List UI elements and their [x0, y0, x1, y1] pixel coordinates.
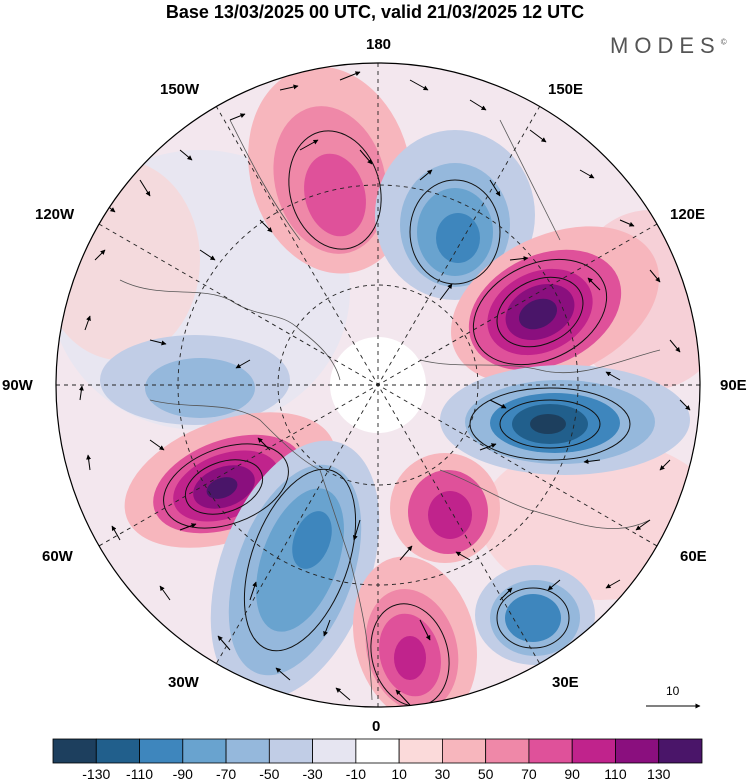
- anomaly-negative-90e: [440, 365, 690, 475]
- lon-label-90w: 90W: [2, 377, 33, 394]
- brand-mark: ©: [720, 37, 727, 47]
- colorbar: [52, 738, 703, 764]
- colorbar-tick-label: -30: [302, 766, 323, 782]
- map-boundary: [55, 62, 701, 708]
- graticule: [56, 63, 700, 707]
- lon-label-120e: 120E: [670, 206, 706, 223]
- colorbar-cell: [95, 738, 140, 764]
- anomaly-positive-120e: [451, 226, 659, 384]
- wind-vectors: [78, 71, 691, 706]
- colorbar-cell: [571, 738, 616, 764]
- colorbar-tick-label: -50: [259, 766, 280, 782]
- anomaly-negative-90w: [100, 335, 290, 425]
- colorbar-tick-label: 30: [434, 766, 451, 782]
- colorbar-tick-label: -10: [345, 766, 366, 782]
- colorbar-cell: [355, 738, 400, 764]
- lon-label-30w: 30W: [168, 674, 199, 691]
- colorbar-tick-label: 90: [564, 766, 580, 782]
- colorbar-cell: [528, 738, 573, 764]
- lon-label-60w: 60W: [42, 548, 73, 565]
- colorbar-tick-label: -110: [126, 766, 154, 782]
- anomaly-positive-160w: [248, 66, 412, 274]
- lon-label-180: 180: [366, 36, 392, 53]
- anomaly-negative-30w: [210, 440, 380, 700]
- map-title: Base 13/03/2025 00 UTC, valid 21/03/2025…: [165, 2, 585, 22]
- lon-label-0: 0: [372, 718, 381, 735]
- reference-vector-label: 10: [666, 684, 680, 698]
- colorbar-cell: [312, 738, 357, 764]
- brand-logo: MODES©: [610, 33, 727, 59]
- anomaly-field: [56, 63, 700, 707]
- colorbar-tick-label: -70: [215, 766, 237, 782]
- lon-label-30e: 30E: [552, 674, 579, 691]
- brand-text: MODES: [610, 33, 721, 58]
- colorbar-cell: [441, 738, 487, 764]
- colorbar-cell: [182, 738, 227, 764]
- lon-label-90e: 90E: [720, 377, 747, 394]
- contours: [163, 130, 631, 707]
- lon-label-150e: 150E: [548, 81, 584, 98]
- colorbar-tick-label: -90: [172, 766, 193, 782]
- lon-label-120w: 120W: [35, 206, 75, 223]
- colorbar-cell: [398, 738, 443, 764]
- colorbar-tick-label: -130: [82, 766, 111, 782]
- polar-map: [55, 62, 701, 709]
- colorbar-tick-label: 130: [647, 766, 671, 782]
- anomaly-negative-150e: [375, 130, 535, 300]
- colorbar-cell: [225, 738, 270, 764]
- colorbar-cell: [52, 738, 97, 764]
- colorbar-cell: [485, 738, 530, 764]
- anomaly-negative-30e: [475, 565, 595, 665]
- colorbar-cell: [615, 738, 660, 764]
- colorbar-cell: [268, 738, 314, 764]
- colorbar-tick-label: 50: [477, 766, 494, 782]
- colorbar-tick-label: 110: [604, 766, 627, 782]
- colorbar-tick-label: 70: [521, 766, 537, 782]
- colorbar-cell: [658, 738, 703, 764]
- lon-label-150w: 150W: [160, 81, 200, 98]
- anomaly-positive-30e: [390, 453, 500, 563]
- colorbar-tick-label: 10: [391, 766, 407, 782]
- colorbar-cell: [139, 738, 184, 764]
- lon-label-60e: 60E: [680, 548, 707, 565]
